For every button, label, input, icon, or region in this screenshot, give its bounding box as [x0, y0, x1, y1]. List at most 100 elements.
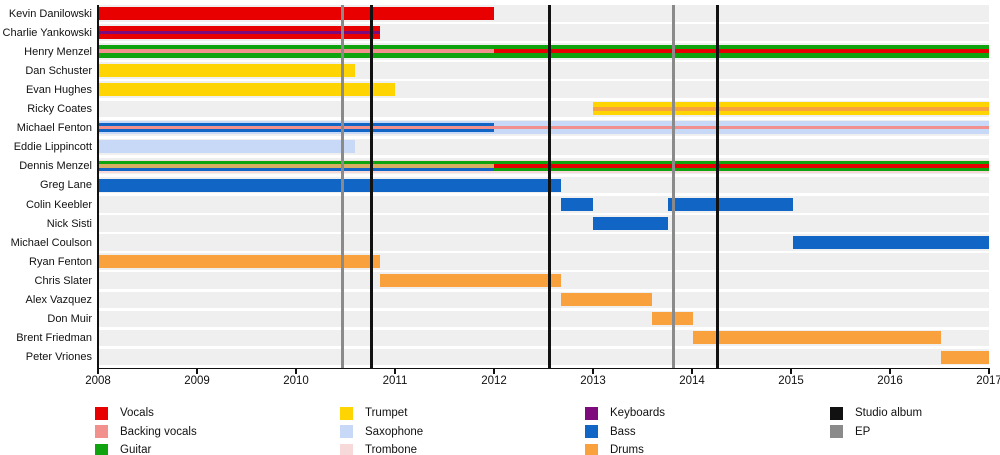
legend-swatch-drums — [585, 443, 598, 455]
legend-swatch-saxophone — [340, 425, 353, 438]
instrument-stripe-guitar — [98, 44, 494, 50]
ep-release-line — [671, 5, 675, 368]
legend-swatch-ep — [830, 425, 843, 438]
legend-label: Backing vocals — [120, 425, 197, 438]
member-tenure-bar — [593, 102, 989, 116]
x-axis-line — [97, 367, 990, 370]
x-axis-tick-label: 2009 — [184, 374, 210, 387]
instrument-stripe-drums — [593, 106, 989, 111]
member-name-label: Dan Schuster — [25, 64, 92, 77]
legend-swatch-keyboards — [585, 406, 598, 420]
member-name-label: Nick Sisti — [46, 217, 92, 230]
member-row-band — [98, 234, 989, 251]
y-axis-line — [97, 5, 99, 368]
legend-item-bass: Bass — [585, 425, 636, 439]
legend-swatch-vocals — [95, 406, 108, 420]
member-name-label: Dennis Menzel — [19, 160, 92, 173]
member-tenure-bar — [98, 6, 494, 20]
member-tenure-bar — [668, 197, 793, 211]
instrument-stripe-trombone — [494, 159, 989, 162]
member-tenure-bar — [494, 44, 989, 58]
instrument-stripe-trumpet — [98, 64, 356, 78]
legend-swatch-studio_album — [830, 406, 843, 420]
instrument-stripe-trombone — [98, 159, 494, 162]
instrument-stripe-drums — [380, 274, 562, 288]
instrument-stripe-drums — [561, 293, 653, 307]
instrument-stripe-trombone — [98, 170, 494, 173]
x-axis-tick-label: 2017 — [976, 374, 1000, 387]
instrument-stripe-saxophone — [494, 129, 989, 135]
instrument-stripe-backing_vocals — [98, 126, 494, 130]
member-tenure-bar — [494, 159, 989, 173]
member-tenure-bar — [380, 274, 562, 288]
member-name-label: Greg Lane — [40, 179, 92, 192]
legend-item-keyboards: Keyboards — [585, 406, 665, 420]
legend-item-guitar: Guitar — [95, 443, 151, 455]
legend-label: Keyboards — [610, 407, 665, 419]
legend-label: Saxophone — [365, 425, 424, 438]
x-axis-tick-label: 2016 — [877, 374, 903, 387]
member-tenure-bar — [98, 140, 356, 154]
member-row-band — [98, 348, 989, 366]
member-tenure-bar — [98, 44, 494, 58]
member-name-label: Peter Vriones — [25, 351, 92, 364]
member-tenure-bar — [98, 64, 356, 78]
x-axis-tick — [889, 367, 891, 374]
member-name-label: Michael Coulson — [10, 236, 92, 249]
instrument-stripe-trombone — [494, 170, 989, 173]
member-name-label: Don Muir — [47, 313, 92, 326]
instrument-stripe-drums_muted — [98, 164, 494, 168]
instrument-stripe-keyboards — [98, 30, 381, 35]
member-tenure-bar — [561, 293, 653, 307]
member-tenure-bar — [98, 121, 494, 135]
legend-swatch-guitar — [95, 443, 108, 455]
member-row-band — [98, 215, 989, 232]
instrument-stripe-vocals — [98, 6, 494, 20]
x-axis-tick-label: 2013 — [580, 374, 606, 387]
instrument-stripe-vocals — [494, 164, 989, 168]
x-axis-tick — [790, 367, 792, 374]
member-name-label: Chris Slater — [34, 274, 92, 287]
instrument-stripe-bass — [561, 197, 593, 211]
instrument-stripe-saxophone — [98, 140, 356, 154]
member-row-band — [98, 310, 989, 328]
instrument-stripe-trumpet — [593, 102, 989, 107]
legend-swatch-backing_vocals — [95, 425, 108, 438]
member-name-label: Kevin Danilowski — [8, 7, 92, 20]
instrument-stripe-guitar — [494, 53, 989, 58]
instrument-stripe-trumpet — [593, 110, 989, 116]
instrument-stripe-guitar — [98, 161, 494, 165]
x-axis-tick — [493, 367, 495, 374]
instrument-stripe-bass — [98, 167, 494, 171]
member-name-label: Ryan Fenton — [29, 255, 92, 268]
legend-label: EP — [855, 425, 871, 438]
x-axis-tick-label: 2015 — [778, 374, 804, 387]
ep-release-line — [341, 5, 345, 368]
legend-label: Guitar — [120, 444, 152, 455]
instrument-stripe-bass — [593, 216, 669, 230]
legend-label: Bass — [610, 425, 636, 438]
member-row-band — [98, 291, 989, 308]
legend-swatch-trombone — [340, 443, 353, 455]
x-axis-tick-label: 2014 — [679, 374, 705, 387]
member-name-label: Michael Fenton — [16, 122, 92, 135]
instrument-stripe-saxophone — [98, 132, 494, 135]
x-axis-tick-label: 2012 — [481, 374, 507, 387]
x-axis-tick — [394, 367, 396, 374]
studio-album-release-line — [369, 5, 373, 368]
instrument-stripe-bass — [98, 129, 494, 133]
member-tenure-bar — [692, 331, 942, 345]
instrument-stripe-vocals — [98, 34, 381, 39]
instrument-stripe-guitar — [494, 167, 989, 171]
legend-label: Trumpet — [365, 407, 408, 419]
member-tenure-bar — [941, 350, 989, 364]
instrument-stripe-guitar — [494, 161, 989, 165]
member-tenure-bar — [98, 255, 381, 269]
legend-item-ep: EP — [830, 425, 870, 439]
member-name-label: Ricky Coates — [27, 103, 92, 115]
x-axis-tick — [97, 367, 99, 374]
member-tenure-bar — [494, 121, 989, 135]
legend-label: Trombone — [365, 444, 417, 455]
studio-album-release-line — [716, 5, 720, 368]
